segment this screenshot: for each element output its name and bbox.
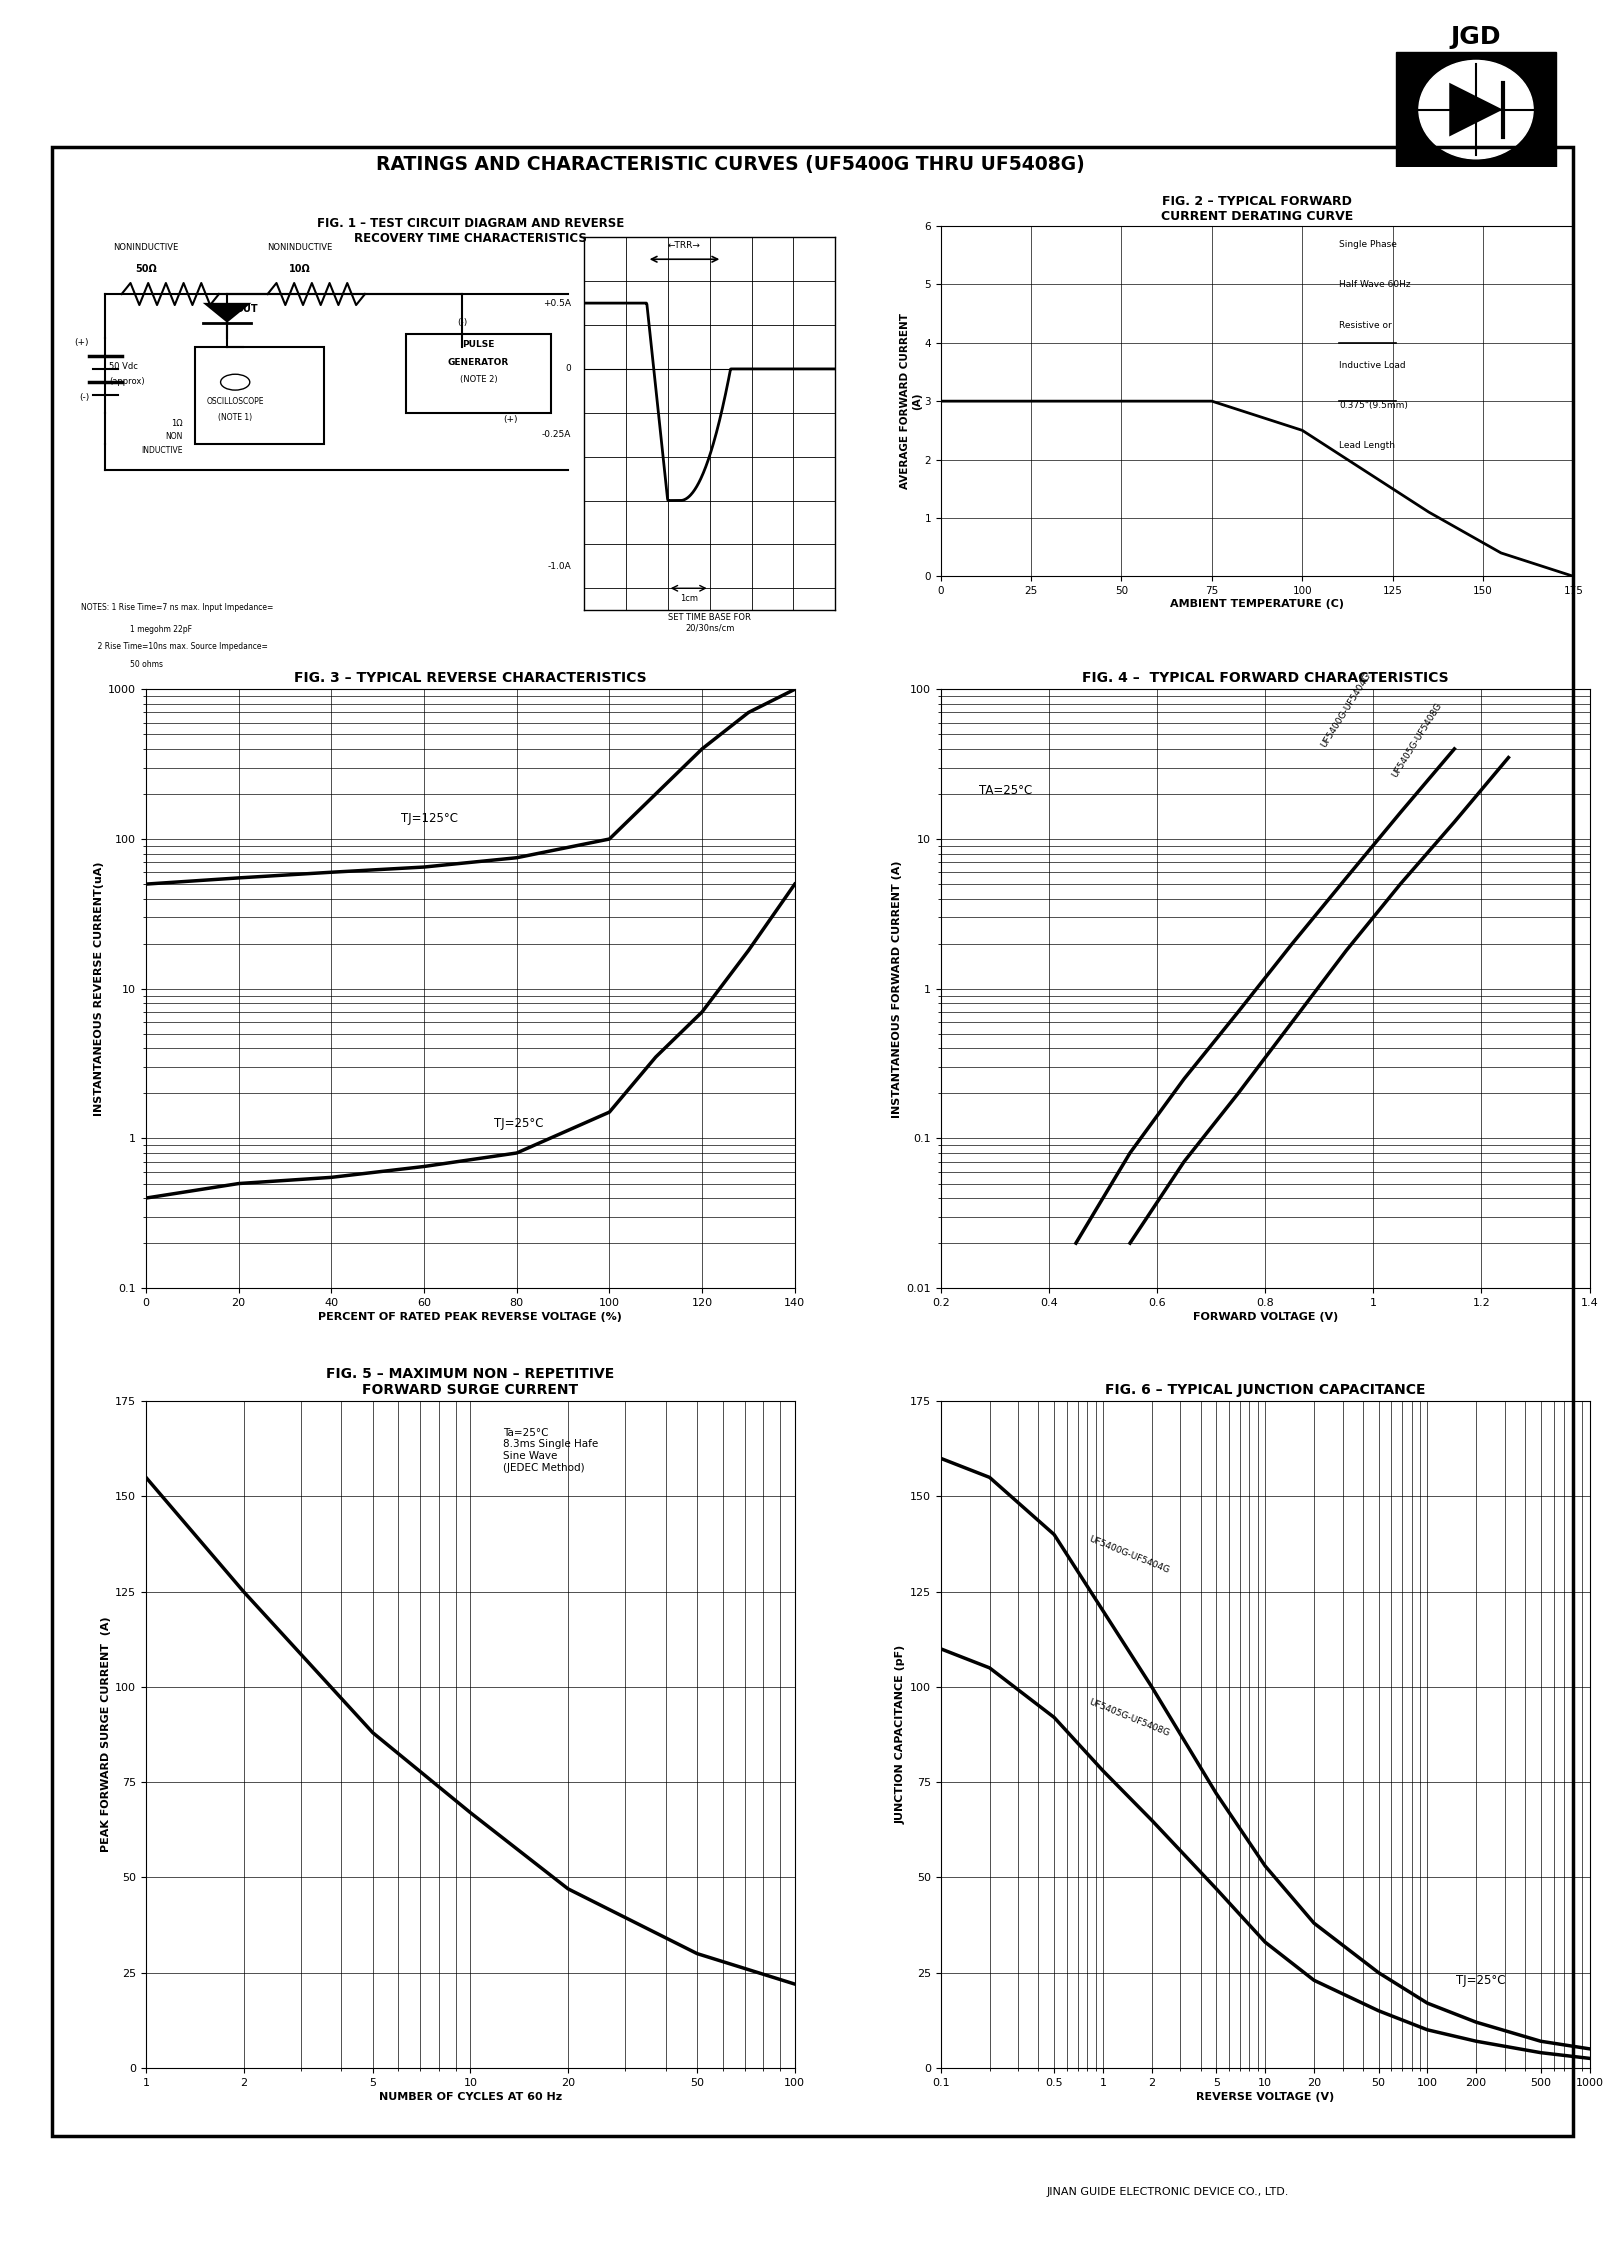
Text: ←TRR→: ←TRR→ — [668, 242, 701, 251]
Text: (approx): (approx) — [110, 377, 144, 386]
Text: JINAN GUIDE ELECTRONIC DEVICE CO., LTD.: JINAN GUIDE ELECTRONIC DEVICE CO., LTD. — [1046, 2188, 1289, 2197]
Polygon shape — [1450, 84, 1502, 136]
Bar — [1395, 52, 1557, 167]
Y-axis label: INSTANTANEOUS REVERSE CURRENT(uA): INSTANTANEOUS REVERSE CURRENT(uA) — [94, 861, 104, 1116]
Y-axis label: JUNCTION CAPACITANCE (pF): JUNCTION CAPACITANCE (pF) — [895, 1645, 905, 1824]
Text: 50 Vdc: 50 Vdc — [110, 362, 138, 371]
X-axis label: NUMBER OF CYCLES AT 60 Hz: NUMBER OF CYCLES AT 60 Hz — [380, 2093, 561, 2102]
Text: 50Ω: 50Ω — [135, 264, 157, 273]
Text: Lead Length: Lead Length — [1340, 441, 1395, 450]
Text: (NOTE 1): (NOTE 1) — [217, 414, 253, 423]
Text: FIG. 1 – TEST CIRCUIT DIAGRAM AND REVERSE
RECOVERY TIME CHARACTERISTICS: FIG. 1 – TEST CIRCUIT DIAGRAM AND REVERS… — [316, 217, 624, 244]
Title: FIG. 2 – TYPICAL FORWARD
CURRENT DERATING CURVE: FIG. 2 – TYPICAL FORWARD CURRENT DERATIN… — [1161, 194, 1353, 224]
Text: (+): (+) — [504, 416, 517, 425]
Text: 2 Rise Time=10ns max. Source Impedance=: 2 Rise Time=10ns max. Source Impedance= — [81, 642, 268, 651]
Title: FIG. 5 – MAXIMUM NON – REPETITIVE
FORWARD SURGE CURRENT: FIG. 5 – MAXIMUM NON – REPETITIVE FORWAR… — [326, 1367, 615, 1397]
X-axis label: SET TIME BASE FOR
20/30ns/cm: SET TIME BASE FOR 20/30ns/cm — [668, 612, 751, 633]
Circle shape — [1419, 61, 1533, 158]
Text: GENERATOR: GENERATOR — [448, 357, 509, 366]
X-axis label: AMBIENT TEMPERATURE (C): AMBIENT TEMPERATURE (C) — [1169, 599, 1345, 608]
Title: FIG. 4 –  TYPICAL FORWARD CHARACTERISTICS: FIG. 4 – TYPICAL FORWARD CHARACTERISTICS — [1082, 671, 1448, 685]
Y-axis label: PEAK FORWARD SURGE CURRENT  (A): PEAK FORWARD SURGE CURRENT (A) — [101, 1616, 110, 1853]
Text: TA=25°C: TA=25°C — [978, 784, 1032, 798]
Text: Resistive or: Resistive or — [1340, 321, 1392, 330]
Text: TJ=125°C: TJ=125°C — [401, 811, 457, 825]
Text: Half Wave 60Hz: Half Wave 60Hz — [1340, 280, 1411, 289]
Text: NONINDUCTIVE: NONINDUCTIVE — [114, 244, 178, 251]
Y-axis label: AVERAGE FORWARD CURRENT
(A): AVERAGE FORWARD CURRENT (A) — [900, 314, 921, 488]
Title: FIG. 6 – TYPICAL JUNCTION CAPACITANCE: FIG. 6 – TYPICAL JUNCTION CAPACITANCE — [1105, 1383, 1426, 1397]
Text: 0: 0 — [566, 364, 571, 373]
Polygon shape — [203, 303, 251, 323]
Text: Ta=25°C
8.3ms Single Hafe
Sine Wave
(JEDEC Method): Ta=25°C 8.3ms Single Hafe Sine Wave (JED… — [503, 1428, 599, 1474]
X-axis label: PERCENT OF RATED PEAK REVERSE VOLTAGE (%): PERCENT OF RATED PEAK REVERSE VOLTAGE (%… — [318, 1313, 623, 1322]
Text: NOTES: 1 Rise Time=7 ns max. Input Impedance=: NOTES: 1 Rise Time=7 ns max. Input Imped… — [81, 603, 274, 612]
Text: 1Ω: 1Ω — [170, 420, 183, 427]
Text: RATINGS AND CHARACTERISTIC CURVES (UF5400G THRU UF5408G): RATINGS AND CHARACTERISTIC CURVES (UF540… — [376, 156, 1083, 174]
X-axis label: FORWARD VOLTAGE (V): FORWARD VOLTAGE (V) — [1192, 1313, 1338, 1322]
Text: 1cm: 1cm — [680, 594, 697, 603]
Text: (NOTE 2): (NOTE 2) — [459, 375, 498, 384]
Title: FIG. 3 – TYPICAL REVERSE CHARACTERISTICS: FIG. 3 – TYPICAL REVERSE CHARACTERISTICS — [294, 671, 647, 685]
Text: UF5400G-UF5404G: UF5400G-UF5404G — [1087, 1535, 1171, 1575]
Text: 0.375"(9.5mm): 0.375"(9.5mm) — [1340, 402, 1408, 409]
Text: NON: NON — [165, 432, 183, 441]
Bar — [195, 348, 324, 443]
X-axis label: REVERSE VOLTAGE (V): REVERSE VOLTAGE (V) — [1195, 2093, 1335, 2102]
Text: 10Ω: 10Ω — [289, 264, 311, 273]
Text: (-): (-) — [457, 319, 467, 328]
Y-axis label: INSTANTANEOUS FORWARD CURRENT (A): INSTANTANEOUS FORWARD CURRENT (A) — [892, 861, 902, 1116]
Text: UF5405G-UF5408G: UF5405G-UF5408G — [1390, 701, 1444, 780]
Text: +0.5A: +0.5A — [543, 298, 571, 307]
Text: PULSE: PULSE — [462, 339, 495, 348]
Text: NONINDUCTIVE: NONINDUCTIVE — [268, 244, 333, 251]
Text: UF5405G-UF5408G: UF5405G-UF5408G — [1087, 1697, 1171, 1738]
Text: Inductive Load: Inductive Load — [1340, 362, 1406, 371]
Text: 50 ohms: 50 ohms — [130, 660, 162, 669]
Text: UF5400G-UF5404G: UF5400G-UF5404G — [1320, 671, 1372, 748]
Text: OSCILLOSCOPE: OSCILLOSCOPE — [206, 398, 264, 407]
Text: (-): (-) — [79, 393, 89, 402]
Text: 1 megohm 22pF: 1 megohm 22pF — [130, 624, 191, 633]
Text: (+): (+) — [75, 337, 89, 346]
Text: INDUCTIVE: INDUCTIVE — [141, 445, 183, 454]
Text: Single Phase: Single Phase — [1340, 240, 1397, 249]
Text: JGD: JGD — [1450, 25, 1502, 50]
Text: TJ=25°C: TJ=25°C — [1457, 1973, 1505, 1987]
Text: -0.25A: -0.25A — [542, 429, 571, 438]
Text: TJ=25°C: TJ=25°C — [493, 1116, 543, 1130]
Text: -1.0A: -1.0A — [548, 563, 571, 572]
Bar — [406, 334, 551, 414]
Text: DUT: DUT — [235, 303, 258, 314]
